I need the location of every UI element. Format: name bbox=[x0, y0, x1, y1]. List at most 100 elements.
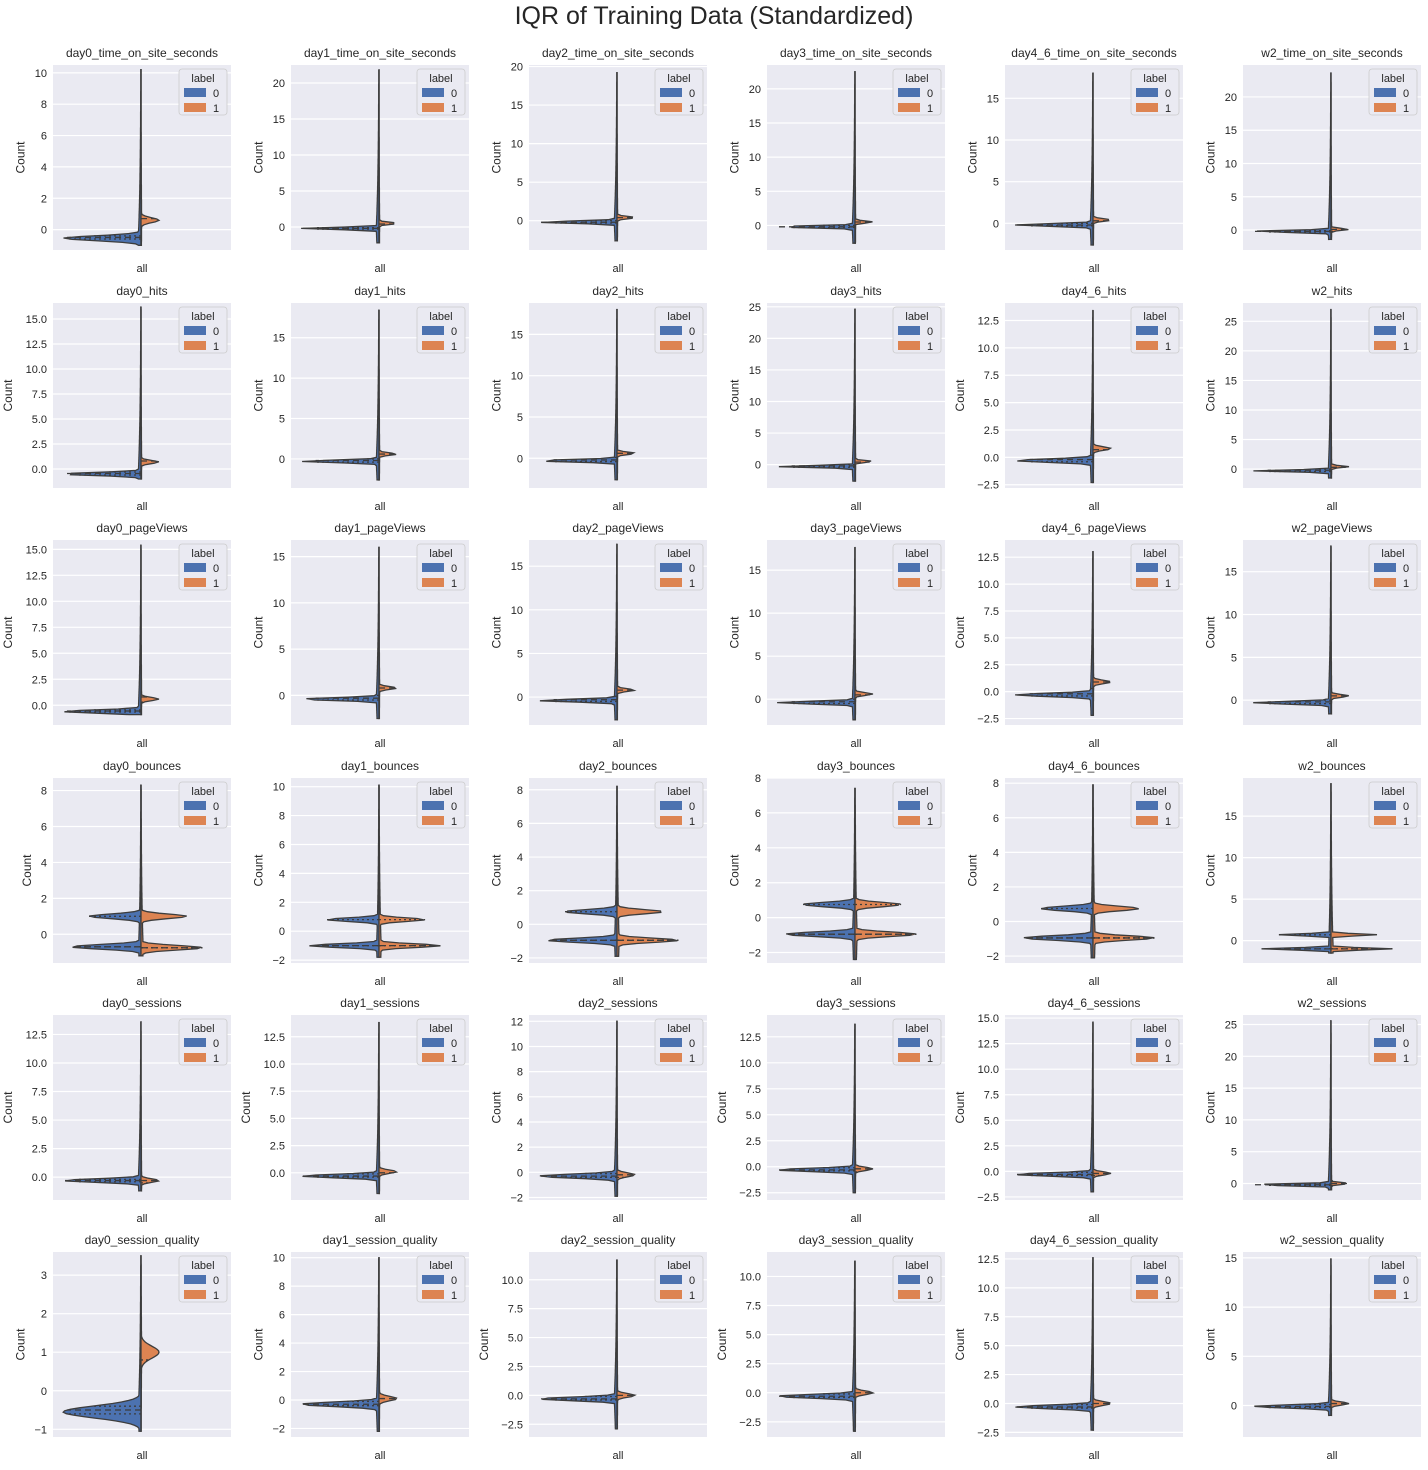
y-tick-label: 15.0 bbox=[26, 314, 47, 326]
legend-entry: 1 bbox=[927, 578, 933, 590]
y-tick-label: 20 bbox=[1225, 346, 1237, 358]
y-tick-label: 5 bbox=[755, 651, 761, 663]
y-tick-label: 15 bbox=[1225, 375, 1237, 387]
legend-swatch-label-0 bbox=[898, 1275, 920, 1284]
legend-entry: 0 bbox=[1403, 326, 1409, 338]
y-tick-label: 0 bbox=[755, 694, 761, 706]
legend: label 0 1 bbox=[178, 306, 228, 354]
legend-title: label bbox=[1143, 548, 1166, 560]
legend-swatch-label-0 bbox=[1136, 1038, 1158, 1047]
y-tick-label: 4 bbox=[41, 857, 47, 869]
y-tick-label: 15.0 bbox=[978, 1013, 999, 1025]
y-tick-label: 15 bbox=[1225, 1253, 1237, 1265]
legend-entry: 0 bbox=[927, 1038, 933, 1050]
legend-entry: 0 bbox=[451, 88, 457, 100]
y-tick-label: 15 bbox=[749, 118, 761, 130]
x-tick-label: all bbox=[1326, 1213, 1337, 1225]
legend-title: label bbox=[191, 311, 214, 323]
y-tick-label: 10 bbox=[511, 371, 523, 383]
y-tick-label: 0.0 bbox=[32, 1172, 47, 1184]
legend-title: label bbox=[1143, 73, 1166, 85]
legend-swatch-label-0 bbox=[1136, 326, 1158, 335]
y-tick-label: 5 bbox=[1231, 894, 1237, 906]
legend: label 0 1 bbox=[178, 68, 228, 116]
y-tick-label: 0 bbox=[41, 225, 47, 237]
y-tick-label: 10 bbox=[987, 135, 999, 147]
legend-entry: 0 bbox=[213, 563, 219, 575]
x-tick-label: all bbox=[612, 1213, 623, 1225]
legend-entry: 0 bbox=[1165, 1275, 1171, 1287]
y-tick-label: 2 bbox=[755, 878, 761, 890]
y-tick-label: 6 bbox=[517, 818, 523, 830]
legend-title: label bbox=[429, 1260, 452, 1272]
y-axis-label: Count bbox=[1204, 1091, 1218, 1124]
legend-entry: 1 bbox=[451, 1290, 457, 1302]
y-axis-label: Count bbox=[252, 1328, 266, 1361]
y-tick-label: 0 bbox=[279, 690, 285, 702]
legend-entry: 0 bbox=[213, 1038, 219, 1050]
y-tick-label: 0.0 bbox=[746, 1162, 761, 1174]
x-tick-label: all bbox=[850, 1213, 861, 1225]
legend-swatch-label-1 bbox=[898, 816, 920, 825]
legend-entry: 1 bbox=[1403, 1053, 1409, 1065]
y-tick-label: 0 bbox=[755, 913, 761, 925]
legend-swatch-label-1 bbox=[184, 341, 206, 350]
y-axis-label: Count bbox=[1, 616, 15, 649]
y-tick-label: 7.5 bbox=[746, 1084, 761, 1096]
y-tick-label: 0 bbox=[517, 919, 523, 931]
violin-half-label-1 bbox=[378, 309, 397, 481]
subplot-title: w2_pageViews bbox=[1291, 521, 1373, 535]
legend-entry: 0 bbox=[689, 1275, 695, 1287]
subplot-title: day1_hits bbox=[354, 284, 405, 298]
y-tick-label: 10 bbox=[1225, 853, 1237, 865]
legend-entry: 0 bbox=[1403, 1038, 1409, 1050]
x-tick-label: all bbox=[850, 738, 861, 750]
violin-half-label-1 bbox=[1330, 545, 1349, 715]
figure-title: IQR of Training Data (Standardized) bbox=[514, 2, 914, 30]
legend: label 0 1 bbox=[654, 68, 704, 116]
y-tick-label: 2.5 bbox=[32, 1144, 47, 1156]
y-tick-label: 7.5 bbox=[32, 1087, 47, 1099]
legend-entry: 1 bbox=[689, 578, 695, 590]
legend: label 0 1 bbox=[892, 1018, 942, 1066]
legend-entry: 0 bbox=[1403, 1275, 1409, 1287]
legend: label 0 1 bbox=[892, 543, 942, 591]
legend-title: label bbox=[905, 786, 928, 798]
x-tick-label: all bbox=[1088, 1213, 1099, 1225]
x-tick-label: all bbox=[374, 263, 385, 275]
y-axis-label: Count bbox=[1204, 854, 1218, 887]
y-tick-label: 20 bbox=[273, 78, 285, 90]
y-tick-label: 5.0 bbox=[32, 414, 47, 426]
y-tick-label: 7.5 bbox=[32, 622, 47, 634]
y-tick-label: 10 bbox=[749, 152, 761, 164]
y-tick-label: 2.5 bbox=[270, 1141, 285, 1153]
subplot: 0.0 2.5 5.0 7.5 10.0 12.5 15.0 day0_pageViewsal… bbox=[1, 521, 231, 750]
x-tick-label: all bbox=[1088, 1450, 1099, 1462]
y-tick-label: 5 bbox=[279, 186, 285, 198]
legend-swatch-label-1 bbox=[1136, 578, 1158, 587]
y-tick-label: 2 bbox=[993, 882, 999, 894]
legend-swatch-label-1 bbox=[1136, 103, 1158, 112]
violin-half-label-1 bbox=[1092, 1256, 1111, 1431]
legend-entry: 1 bbox=[213, 1290, 219, 1302]
y-tick-label: 2 bbox=[41, 893, 47, 905]
y-axis-label: Count bbox=[953, 616, 967, 649]
y-axis-label: Count bbox=[953, 379, 967, 412]
y-tick-label: 4 bbox=[993, 847, 999, 859]
x-tick-label: all bbox=[374, 501, 385, 513]
legend-entry: 0 bbox=[927, 88, 933, 100]
x-tick-label: all bbox=[136, 501, 147, 513]
y-tick-label: 2.5 bbox=[984, 660, 999, 672]
violin-half-label-1 bbox=[140, 1021, 161, 1192]
legend-entry: 0 bbox=[1403, 563, 1409, 575]
y-tick-label: 15 bbox=[511, 329, 523, 341]
subplot: 0246810day0_time_on_site_secondsallCount… bbox=[14, 46, 231, 275]
legend-swatch-label-1 bbox=[660, 341, 682, 350]
y-axis-label: Count bbox=[1, 379, 15, 412]
subplot: 05101520day1_time_on_site_secondsallCoun… bbox=[252, 46, 469, 275]
y-tick-label: 5 bbox=[1231, 1351, 1237, 1363]
legend-entry: 0 bbox=[689, 563, 695, 575]
y-tick-label: 6 bbox=[993, 813, 999, 825]
